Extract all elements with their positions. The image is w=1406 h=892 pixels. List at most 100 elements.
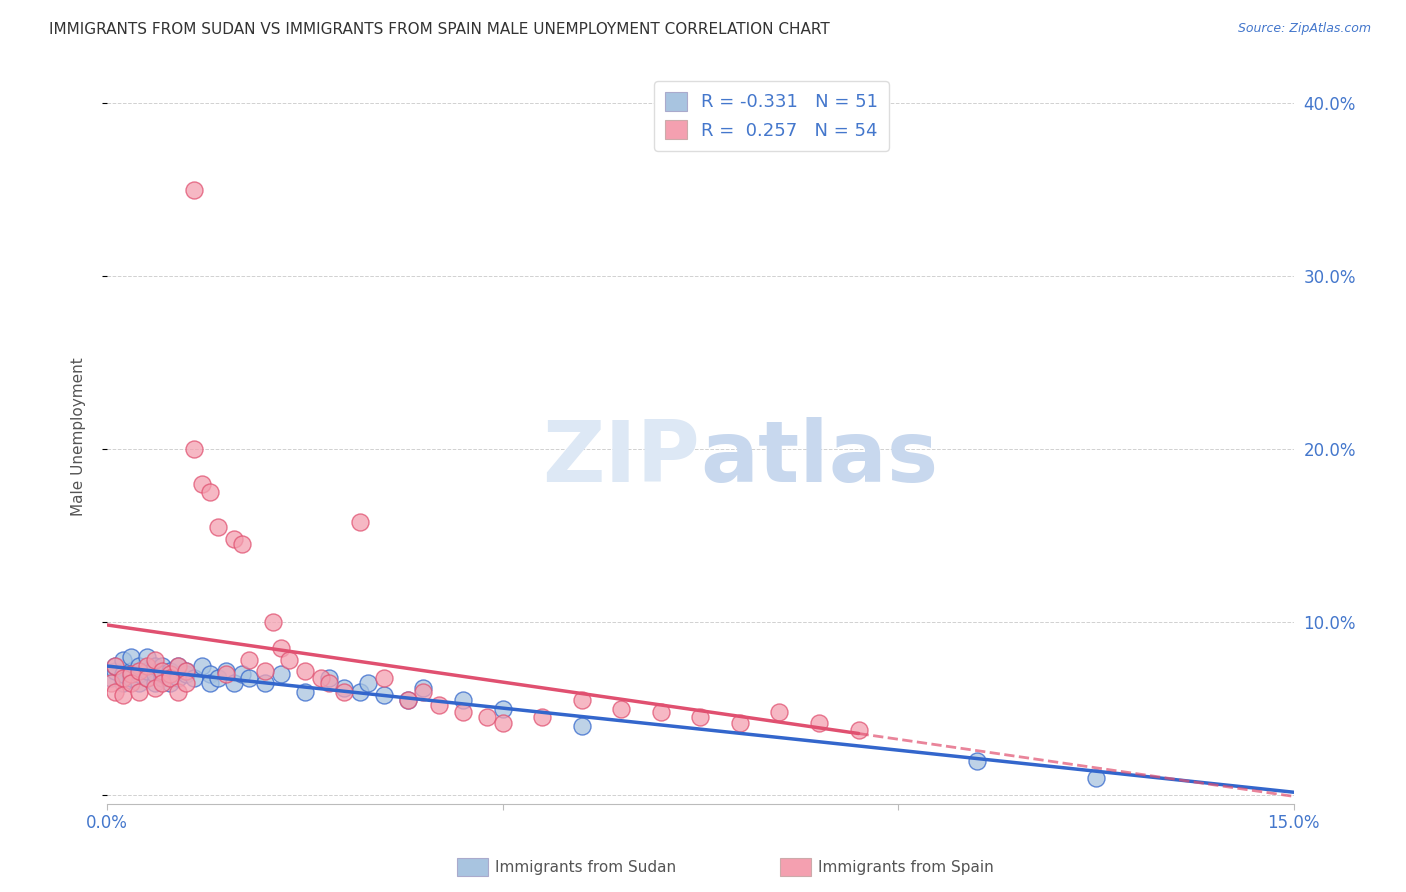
Point: [333, 681, 356, 695]
Point: [1084, 771, 1107, 785]
Text: Source: ZipAtlas.com: Source: ZipAtlas.com: [1237, 22, 1371, 36]
Point: [120, 664, 142, 678]
Point: [689, 710, 711, 724]
Point: [254, 676, 277, 690]
Point: [349, 684, 371, 698]
Point: [650, 706, 672, 720]
Point: [191, 658, 214, 673]
Point: [191, 476, 214, 491]
Point: [104, 658, 127, 673]
Point: [152, 676, 174, 690]
Point: [207, 671, 229, 685]
Point: [427, 698, 450, 713]
Point: [143, 681, 166, 695]
Point: [333, 684, 356, 698]
Point: [318, 676, 340, 690]
Point: [373, 688, 395, 702]
Point: [174, 667, 197, 681]
Point: [128, 684, 150, 698]
Point: [174, 664, 197, 678]
Point: [100, 671, 122, 685]
Point: [183, 442, 205, 457]
Point: [808, 715, 831, 730]
Point: [396, 693, 419, 707]
Point: [270, 667, 292, 681]
Point: [270, 641, 292, 656]
Point: [135, 658, 157, 673]
Point: [167, 671, 190, 685]
Point: [238, 653, 260, 667]
Point: [135, 664, 157, 678]
Point: [966, 754, 988, 768]
Point: [349, 515, 371, 529]
Point: [222, 533, 245, 547]
Point: [294, 664, 316, 678]
Point: [848, 723, 870, 737]
Point: [475, 710, 498, 724]
Point: [120, 671, 142, 685]
Point: [159, 664, 181, 678]
Point: [111, 676, 134, 690]
Point: [294, 684, 316, 698]
Point: [571, 719, 593, 733]
Point: [120, 676, 142, 690]
Point: [135, 671, 157, 685]
Point: [111, 671, 134, 685]
Point: [183, 671, 205, 685]
Point: [167, 658, 190, 673]
Point: [159, 667, 181, 681]
Point: [128, 676, 150, 690]
Point: [207, 520, 229, 534]
Point: [111, 667, 134, 681]
Point: [198, 676, 221, 690]
Point: [159, 671, 181, 685]
Point: [357, 676, 380, 690]
Point: [231, 537, 253, 551]
Point: [571, 693, 593, 707]
Point: [373, 671, 395, 685]
Point: [111, 653, 134, 667]
Point: [278, 653, 301, 667]
Point: [100, 676, 122, 690]
Point: [491, 715, 513, 730]
Point: [231, 667, 253, 681]
Point: [262, 615, 284, 630]
Point: [222, 676, 245, 690]
Point: [152, 658, 174, 673]
Point: [104, 684, 127, 698]
Point: [183, 183, 205, 197]
Point: [135, 649, 157, 664]
Point: [167, 658, 190, 673]
Point: [104, 658, 127, 673]
Point: [451, 706, 474, 720]
Point: [159, 676, 181, 690]
Point: [167, 684, 190, 698]
Point: [451, 693, 474, 707]
Point: [768, 706, 790, 720]
Text: ZIP: ZIP: [543, 417, 700, 500]
Point: [152, 671, 174, 685]
Point: [198, 485, 221, 500]
Point: [152, 667, 174, 681]
Point: [412, 681, 434, 695]
Point: [215, 667, 238, 681]
Text: Immigrants from Sudan: Immigrants from Sudan: [495, 860, 676, 874]
Point: [143, 653, 166, 667]
Point: [120, 667, 142, 681]
Point: [412, 684, 434, 698]
Point: [174, 676, 197, 690]
Point: [309, 671, 332, 685]
Point: [104, 664, 127, 678]
Text: atlas: atlas: [700, 417, 939, 500]
Point: [128, 658, 150, 673]
Point: [728, 715, 751, 730]
Point: [174, 664, 197, 678]
Point: [198, 667, 221, 681]
Legend: R = -0.331   N = 51, R =  0.257   N = 54: R = -0.331 N = 51, R = 0.257 N = 54: [654, 81, 889, 151]
Point: [143, 667, 166, 681]
Y-axis label: Male Unemployment: Male Unemployment: [72, 357, 86, 516]
Point: [128, 664, 150, 678]
Point: [491, 702, 513, 716]
Point: [128, 667, 150, 681]
Point: [215, 664, 238, 678]
